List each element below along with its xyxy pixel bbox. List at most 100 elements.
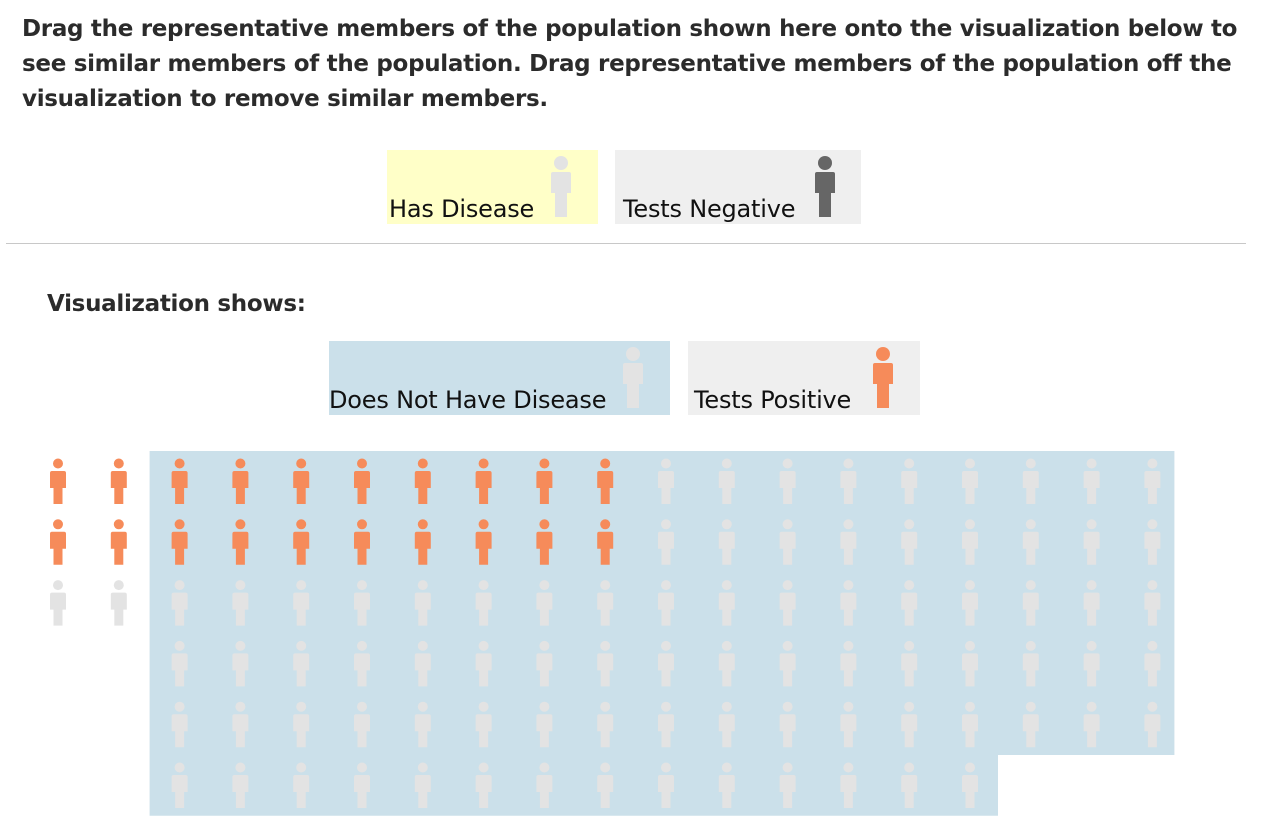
person-figure [536, 519, 553, 565]
person-figure [1022, 458, 1039, 504]
person-figure [840, 762, 857, 808]
person-figure [1144, 640, 1161, 687]
person-figure [658, 762, 674, 808]
person-figure [901, 580, 918, 626]
person-figure [536, 580, 553, 626]
person-figure [718, 640, 735, 687]
tests-positive-label: Tests Positive [694, 386, 852, 414]
person-figure [1022, 519, 1039, 565]
person-figure [354, 640, 370, 687]
person-figure [1144, 580, 1161, 626]
person-figure [171, 640, 188, 687]
person-figure [962, 519, 978, 565]
person-figure [293, 640, 310, 687]
person-figure [901, 519, 918, 565]
person-figure [779, 762, 796, 808]
has-disease-chip[interactable]: Has Disease [387, 150, 598, 224]
person-figure [475, 640, 492, 687]
person-figure [1144, 519, 1161, 565]
person-figure [354, 762, 370, 808]
person-figure [1144, 458, 1161, 504]
person-figure [171, 458, 188, 504]
person-figure [779, 458, 796, 504]
person-figure [536, 458, 553, 504]
person-figure [232, 762, 249, 808]
person-figure [962, 762, 978, 808]
person-figure [597, 640, 614, 687]
person-figure [354, 580, 370, 626]
person-figure [962, 640, 978, 687]
person-figure [232, 519, 249, 565]
person-figure [840, 458, 857, 504]
person-figure [110, 458, 127, 504]
person-figure [658, 519, 674, 565]
person-figure [110, 519, 127, 565]
tests-negative-chip[interactable]: Tests Negative [615, 150, 861, 224]
person-figure [475, 701, 492, 748]
has-disease-label: Has Disease [389, 195, 535, 223]
person-figure [1083, 580, 1100, 626]
person-figure [293, 762, 310, 808]
person-figure [840, 519, 857, 565]
person-figure [414, 640, 431, 687]
instructions-text: Drag the representative members of the p… [22, 16, 1238, 112]
person-figure [354, 701, 370, 748]
person-figure [475, 762, 492, 808]
person-figure [718, 519, 735, 565]
person-figure [414, 580, 431, 626]
person-figure [414, 519, 431, 565]
person-figure [718, 580, 735, 626]
person-icon [549, 155, 573, 217]
person-icon [621, 346, 645, 408]
person-figure [293, 519, 310, 565]
person-figure [1022, 640, 1039, 687]
person-figure [779, 580, 796, 626]
person-figure [475, 458, 492, 504]
person-figure [232, 580, 249, 626]
person-figure [597, 580, 614, 626]
person-figure [50, 458, 66, 504]
does-not-have-disease-chip[interactable]: Does Not Have Disease [329, 341, 670, 415]
person-figure [232, 458, 249, 504]
person-figure [901, 458, 918, 504]
person-figure [779, 640, 796, 687]
person-figure [293, 580, 310, 626]
person-figure [901, 762, 918, 808]
section-divider [6, 243, 1246, 244]
person-figure [1083, 458, 1100, 504]
person-figure [171, 701, 188, 748]
person-figure [232, 701, 249, 748]
person-figure [1083, 640, 1100, 687]
person-figure [962, 458, 978, 504]
person-figure [232, 640, 249, 687]
person-figure [1022, 580, 1039, 626]
person-figure [779, 701, 796, 748]
does-not-have-disease-label: Does Not Have Disease [329, 386, 607, 414]
person-figure [718, 458, 735, 504]
person-figure [597, 458, 614, 504]
person-figure [658, 580, 674, 626]
person-figure [475, 580, 492, 626]
person-figure [901, 640, 918, 687]
person-figure [293, 701, 310, 748]
person-figure [718, 762, 735, 808]
person-figure [354, 519, 370, 565]
person-figure [840, 701, 857, 748]
person-figure [354, 458, 370, 504]
person-figure [110, 580, 127, 626]
person-figure [840, 580, 857, 626]
person-figure [414, 458, 431, 504]
person-figure [1022, 701, 1039, 748]
person-figure [779, 519, 796, 565]
person-figure [1083, 519, 1100, 565]
person-figure [536, 640, 553, 687]
tests-negative-label: Tests Negative [623, 195, 796, 223]
person-figure [171, 762, 188, 808]
person-figure [962, 580, 978, 626]
tests-positive-chip[interactable]: Tests Positive [688, 341, 920, 415]
person-figure [962, 701, 978, 748]
person-figure [171, 519, 188, 565]
person-figure [901, 701, 918, 748]
person-figure [536, 701, 553, 748]
person-figure [840, 640, 857, 687]
